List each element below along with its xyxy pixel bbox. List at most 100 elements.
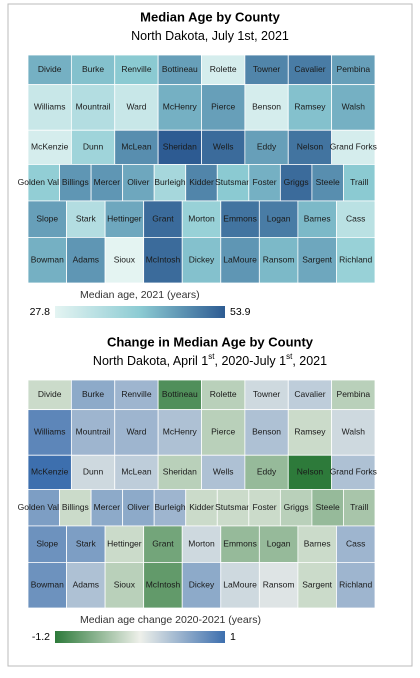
county-label: Ward	[126, 427, 146, 437]
county-label: Burke	[82, 389, 104, 399]
county-label: Grant	[152, 213, 174, 223]
county-label: Cavalier	[294, 64, 325, 74]
county-label: Steele	[316, 502, 340, 512]
county	[27, 409, 72, 456]
county-label: Pembina	[337, 389, 371, 399]
county-label: Wells	[213, 467, 234, 477]
county	[143, 236, 183, 284]
county-label: McHenry	[163, 102, 198, 112]
county	[122, 164, 155, 202]
county	[248, 489, 281, 527]
county-label: Slope	[36, 538, 58, 548]
county-label: McKenzie	[31, 467, 69, 477]
county-label: Burke	[82, 64, 104, 74]
county	[297, 562, 337, 609]
county	[157, 409, 202, 456]
county	[220, 562, 260, 609]
subtitle-part: , 2021	[292, 354, 327, 368]
county	[27, 54, 72, 86]
county	[27, 489, 60, 527]
county-label: Mountrail	[76, 102, 111, 112]
county-label: Divide	[38, 389, 62, 399]
county	[104, 562, 145, 609]
county-label: Divide	[38, 64, 62, 74]
county-label: Grant	[152, 538, 174, 548]
county-label: Morton	[188, 213, 215, 223]
county	[258, 525, 299, 563]
subtitle-part: , 2020-July 1	[215, 354, 287, 368]
county-label: Billings	[62, 177, 89, 187]
county-label: McKenzie	[31, 142, 69, 152]
county-label: Benson	[252, 102, 281, 112]
county-label: Golden Valley	[18, 502, 71, 512]
county-label: Logan	[267, 538, 291, 548]
county-label: Stutsman	[215, 502, 251, 512]
county	[143, 562, 183, 609]
county-label: Ransom	[263, 254, 295, 264]
map-title: Change in Median Age by County	[107, 334, 314, 349]
county	[66, 236, 106, 284]
county	[157, 454, 202, 490]
county	[27, 562, 67, 609]
county-label: Richland	[339, 254, 372, 264]
legend-min: -1.2	[32, 631, 50, 643]
county-label: Ramsey	[294, 427, 326, 437]
county-label: Barnes	[304, 213, 331, 223]
county-label: Rolette	[210, 64, 237, 74]
subtitle-part: North Dakota, April 1	[93, 354, 208, 368]
county-label: Bottineau	[162, 389, 198, 399]
county	[244, 129, 289, 165]
county	[114, 84, 159, 131]
county-label: Hettinger	[107, 213, 142, 223]
county-label: Bowman	[31, 254, 64, 264]
county	[216, 164, 250, 202]
county-label: Dickey	[189, 254, 215, 264]
county-label: Sargent	[302, 579, 332, 589]
county-label: McHenry	[163, 427, 198, 437]
county	[201, 454, 246, 490]
county-label: Griggs	[284, 502, 309, 512]
county-label: Grand Forks	[330, 142, 377, 152]
county-label: Oliver	[127, 177, 149, 187]
county	[287, 379, 333, 411]
county-label: Emmons	[223, 213, 257, 223]
county-label: Nelson	[297, 467, 324, 477]
county-label: Logan	[267, 213, 291, 223]
county	[279, 489, 313, 527]
legend-bar	[55, 631, 225, 643]
map-title: Median Age by County	[140, 9, 280, 24]
county-label: Eddy	[257, 467, 277, 477]
county	[153, 164, 187, 202]
county	[181, 236, 222, 284]
county	[220, 525, 260, 563]
county	[297, 525, 337, 563]
county	[297, 236, 337, 284]
county-label: Foster	[253, 502, 277, 512]
county-label: Dunn	[83, 467, 104, 477]
county	[336, 562, 376, 609]
county-label: Adams	[73, 254, 99, 264]
county-label: Stutsman	[215, 177, 251, 187]
county-label: Burleigh	[154, 502, 185, 512]
county	[66, 525, 106, 563]
legend-max: 53.9	[230, 306, 251, 318]
county-label: McIntosh	[146, 254, 181, 264]
county	[157, 379, 202, 411]
county-label: Richland	[339, 579, 372, 589]
county	[27, 236, 67, 284]
county-label: Sheridan	[163, 142, 197, 152]
county-label: Towner	[253, 389, 281, 399]
county	[27, 454, 72, 490]
county	[343, 164, 376, 202]
county	[201, 54, 246, 86]
county-label: Walsh	[342, 102, 366, 112]
county-label: Slope	[36, 213, 58, 223]
county	[70, 409, 116, 456]
county-label: Morton	[188, 538, 215, 548]
county-label: LaMoure	[223, 579, 257, 589]
county	[287, 84, 333, 131]
map-subtitle: North Dakota, April 1st, 2020-July 1st, …	[93, 352, 327, 368]
county-label: Stark	[76, 538, 97, 548]
county-label: Cavalier	[294, 389, 325, 399]
